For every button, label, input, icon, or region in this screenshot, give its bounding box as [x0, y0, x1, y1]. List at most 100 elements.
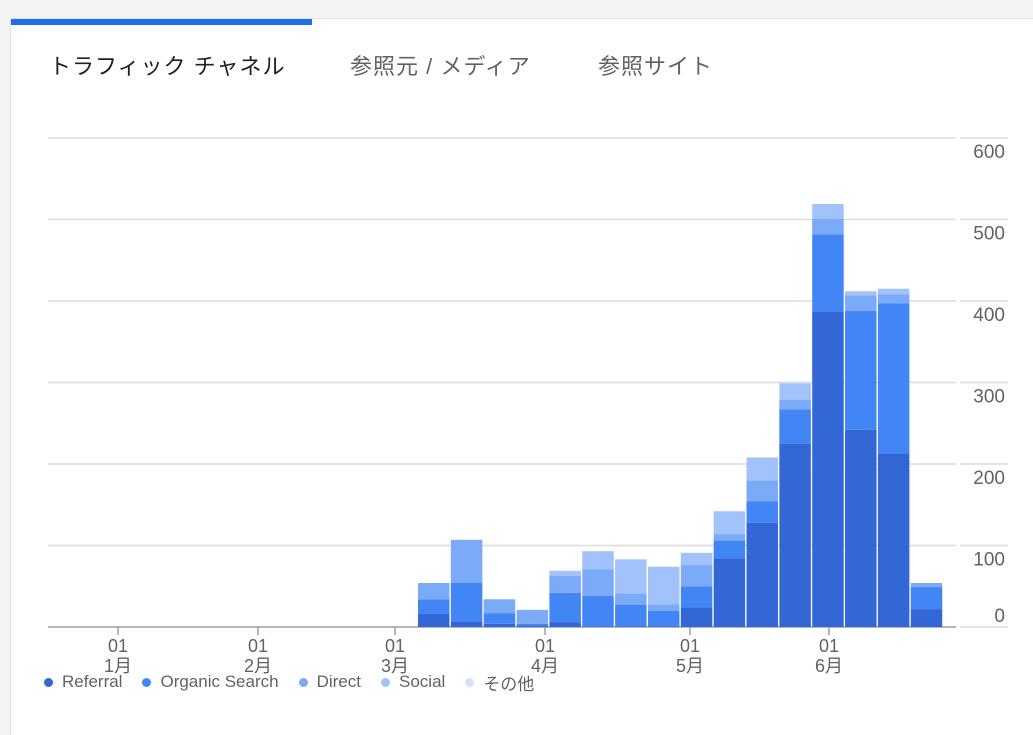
bar-segment-referral — [779, 443, 811, 627]
x-tick-month-label: 3月 — [381, 656, 409, 676]
bar-segment-referral — [647, 626, 680, 627]
legend-label: その他 — [483, 674, 535, 694]
bar-segment-organic-search — [516, 623, 549, 626]
y-tick-label: 500 — [973, 224, 1005, 245]
x-tick-day-label: 01 — [108, 636, 128, 656]
legend-color-dot — [44, 677, 53, 687]
x-tick-day-label: 01 — [819, 636, 839, 656]
bar-segment-social — [582, 551, 614, 570]
bar-segment-direct — [746, 480, 778, 502]
y-tick-label: 600 — [973, 142, 1005, 163]
legend-item[interactable]: Referral — [44, 672, 122, 692]
bar-segment-referral — [845, 429, 877, 627]
x-tick-day-label: 01 — [248, 636, 268, 656]
legend-item[interactable]: Direct — [298, 672, 361, 692]
bar-segment-referral — [812, 311, 844, 627]
bar-segment-social — [647, 566, 680, 605]
bar-segment-organic-search — [713, 540, 746, 559]
bar-segment-direct — [647, 604, 680, 611]
bar-segment-referral — [713, 558, 746, 627]
bar-segment-organic-search — [483, 613, 516, 624]
bar-segment-organic-search — [845, 310, 877, 430]
x-tick-month-label: 4月 — [531, 656, 559, 676]
bar-segment-direct — [418, 582, 450, 600]
bar-segment-direct — [549, 575, 581, 593]
x-tick-day-label: 01 — [535, 636, 555, 656]
bar-segment-social — [812, 204, 844, 219]
bar-segment-social — [845, 291, 877, 296]
x-tick-month-label: 5月 — [676, 656, 704, 676]
legend-label: Referral — [62, 672, 123, 691]
legend-color-dot — [142, 677, 152, 687]
bar-segment-referral — [910, 609, 943, 627]
bar-segment-direct — [910, 582, 943, 588]
bar-segment-direct — [877, 294, 910, 304]
bar-segment-organic-search — [812, 234, 844, 312]
bar-segment-organic-search — [779, 409, 811, 444]
bar-segment-organic-search — [582, 596, 614, 627]
bar-segment-referral — [418, 613, 450, 627]
tab-traffic-channel[interactable]: トラフィック チャネル — [49, 54, 286, 79]
bar-segment-referral — [549, 622, 581, 627]
bar-segment-referral — [746, 522, 778, 627]
bar-segment-social — [680, 552, 713, 566]
bar-segment-organic-search — [418, 599, 450, 614]
legend-color-dot — [381, 677, 390, 687]
bar-segment-direct — [582, 569, 614, 597]
chart-legend: Referral Organic Search Direct Social その他 — [44, 670, 554, 694]
bar-segment-organic-search — [746, 501, 778, 523]
bar-segment-social — [779, 383, 811, 400]
x-tick-month-label: 6月 — [815, 656, 843, 676]
bar-segment-direct — [483, 599, 516, 614]
legend-item[interactable]: Organic Search — [142, 672, 279, 692]
legend-label: Social — [399, 672, 446, 691]
y-tick-label: 0 — [994, 606, 1005, 627]
bar-segment-referral — [877, 453, 910, 627]
bar-segment-direct — [812, 218, 844, 235]
bar-segment-social — [549, 570, 581, 576]
bar-segment-direct — [713, 534, 746, 541]
x-tick-month-label: 1月 — [104, 656, 132, 676]
bar-segment-referral — [582, 626, 614, 627]
bar-segment-organic-search — [615, 604, 647, 627]
bar-segment-direct — [615, 593, 647, 605]
legend-item[interactable]: Social — [381, 672, 445, 692]
legend-label: Organic Search — [160, 672, 279, 691]
bar-segment-referral — [615, 626, 647, 627]
active-tab-indicator — [11, 19, 312, 25]
bar-segment-organic-search — [877, 303, 910, 454]
x-tick-day-label: 01 — [680, 636, 700, 656]
bar-segment-organic-search — [910, 587, 943, 610]
y-tick-label: 400 — [973, 305, 1005, 326]
tab-source-medium[interactable]: 参照元 / メディア — [350, 54, 531, 79]
tab-referral-sites[interactable]: 参照サイト — [598, 54, 714, 79]
legend-label: Direct — [316, 672, 361, 691]
x-tick-day-label: 01 — [385, 636, 405, 656]
bar-segment-direct — [845, 295, 877, 311]
legend-color-dot — [465, 677, 475, 687]
bar-segment-direct — [680, 565, 713, 587]
bar-segment-referral — [680, 607, 713, 627]
y-tick-label: 300 — [973, 387, 1005, 408]
bar-segment-direct — [450, 539, 483, 583]
bar-segment-organic-search — [450, 582, 483, 622]
bar-segment-direct — [516, 609, 549, 624]
bar-segment-direct — [779, 399, 811, 410]
bar-segment-referral — [516, 625, 549, 627]
bar-segment-social — [713, 511, 746, 535]
legend-item[interactable]: その他 — [465, 670, 534, 695]
bar-segment-social — [877, 288, 910, 295]
bar-segment-organic-search — [647, 610, 680, 627]
bar-segment-referral — [483, 623, 516, 627]
bar-segment-social — [746, 457, 778, 481]
legend-color-dot — [298, 677, 308, 687]
x-tick-month-label: 2月 — [244, 656, 272, 676]
bar-segment-organic-search — [549, 592, 581, 623]
bar-segment-organic-search — [680, 586, 713, 608]
y-tick-label: 100 — [973, 550, 1005, 571]
bar-segment-referral — [450, 621, 483, 627]
y-tick-label: 200 — [973, 468, 1005, 489]
bar-segment-social — [615, 559, 647, 594]
tab-bar: トラフィック チャネル 参照元 / メディア 参照サイト — [11, 49, 1033, 85]
